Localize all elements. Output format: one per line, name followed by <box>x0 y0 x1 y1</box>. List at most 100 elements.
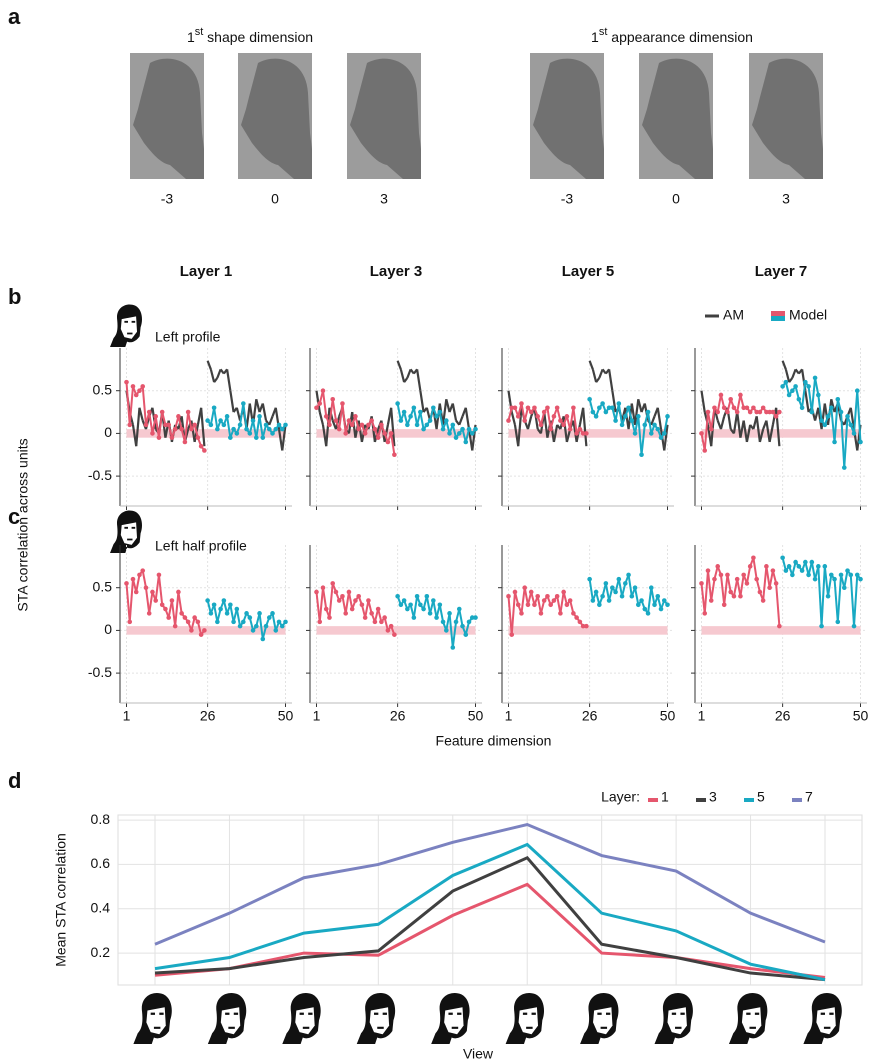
model-point <box>790 388 795 394</box>
model-line <box>617 578 624 597</box>
model-point <box>456 606 462 612</box>
model-point <box>845 568 850 573</box>
model-point <box>584 623 589 629</box>
model-point <box>741 572 746 578</box>
model-point <box>825 414 831 419</box>
model-point <box>189 426 194 432</box>
model-point <box>247 615 253 620</box>
model-point <box>561 422 566 428</box>
model-line <box>833 579 839 622</box>
am-line <box>745 424 752 443</box>
model-line <box>157 574 164 605</box>
model-line <box>732 578 739 597</box>
model-point <box>535 593 540 599</box>
model-point <box>205 598 210 603</box>
am-line <box>441 399 448 426</box>
model-point <box>829 405 834 411</box>
title-part: shape dimension <box>203 29 313 45</box>
model-point <box>182 439 188 445</box>
model-point <box>260 435 266 440</box>
view-label: Left half profile <box>155 538 247 554</box>
model-point <box>509 632 515 637</box>
am-line <box>788 377 794 383</box>
model-point <box>146 409 152 415</box>
model-point <box>247 431 253 436</box>
x-tick-label: 50 <box>660 708 676 724</box>
am-line <box>611 390 617 413</box>
model-point <box>626 405 631 411</box>
model-point <box>257 611 262 616</box>
model-point <box>437 409 443 415</box>
model-line <box>128 386 134 425</box>
legend-label: 1 <box>661 789 669 805</box>
model-point <box>250 628 256 633</box>
am-line <box>719 416 726 430</box>
model-point <box>163 606 168 612</box>
panel-label: b <box>8 284 21 309</box>
model-point <box>343 611 348 616</box>
model-point <box>564 602 570 608</box>
model-point <box>431 405 436 411</box>
am-line <box>357 420 364 443</box>
model-point <box>806 384 811 389</box>
x-tick-label: 50 <box>853 708 869 724</box>
am-line <box>464 407 471 430</box>
model-point <box>254 435 259 440</box>
series-line <box>154 842 826 982</box>
model-point <box>580 431 586 436</box>
model-point <box>793 559 798 565</box>
model-point <box>777 409 782 415</box>
model-point <box>816 392 821 398</box>
model-point <box>718 392 724 398</box>
model-point <box>450 645 456 650</box>
view-icon <box>356 991 397 1044</box>
model-point <box>473 615 478 620</box>
model-point <box>623 581 628 586</box>
am-line <box>526 416 533 430</box>
model-point <box>237 623 243 629</box>
model-point <box>519 401 524 406</box>
model-point <box>603 581 609 586</box>
x-tick-label: 1 <box>698 708 706 724</box>
model-point <box>610 405 615 411</box>
model-point <box>133 392 139 398</box>
chance-band <box>316 626 476 635</box>
model-point <box>642 606 648 612</box>
model-point <box>708 426 714 432</box>
model-point <box>405 422 410 428</box>
model-line <box>258 613 264 640</box>
model-line <box>663 416 669 434</box>
model-point <box>648 585 654 591</box>
model-point <box>195 435 201 440</box>
model-line <box>344 591 350 614</box>
model-point <box>661 431 667 436</box>
am-line <box>229 390 235 413</box>
model-point <box>169 435 175 440</box>
model-point <box>532 602 537 608</box>
model-line <box>148 591 154 614</box>
model-line <box>235 608 242 627</box>
model-line <box>318 587 324 622</box>
model-point <box>453 619 459 625</box>
x-tick-label: 50 <box>278 708 294 724</box>
model-point <box>665 414 670 419</box>
y-axis-label: Mean STA correlation <box>53 833 69 967</box>
view-icon <box>505 991 546 1044</box>
model-point <box>639 598 644 603</box>
model-point <box>705 409 711 415</box>
y-tick-label: -0.5 <box>88 467 112 483</box>
column-title: Layer 5 <box>562 263 615 280</box>
model-point <box>506 418 511 423</box>
model-point <box>600 593 605 599</box>
view-icon <box>133 991 173 1044</box>
model-point <box>728 589 733 595</box>
model-point <box>629 593 635 599</box>
am-line <box>399 369 406 383</box>
model-point <box>783 379 789 385</box>
model-point <box>124 581 129 586</box>
model-point <box>648 431 654 436</box>
model-point <box>854 572 860 578</box>
model-point <box>150 589 155 595</box>
model-line <box>135 574 141 593</box>
model-line <box>451 621 458 648</box>
